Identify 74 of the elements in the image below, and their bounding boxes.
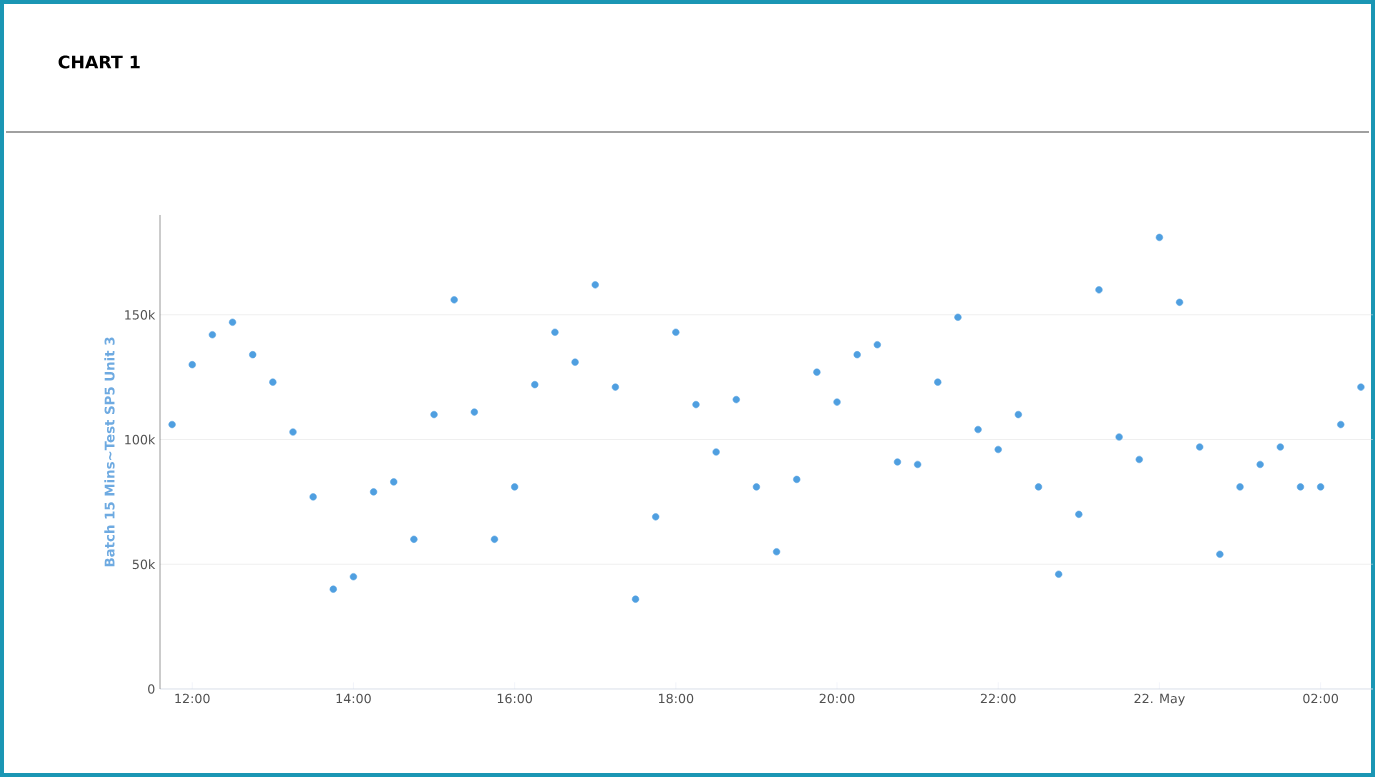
point	[1236, 483, 1244, 491]
point	[611, 383, 619, 391]
point	[188, 361, 196, 369]
y-tick-label: 50k	[132, 559, 156, 570]
point	[168, 420, 176, 429]
point	[1175, 298, 1184, 306]
point	[390, 478, 398, 486]
point	[652, 513, 660, 521]
point	[269, 378, 277, 386]
point	[712, 448, 720, 456]
point	[1075, 510, 1083, 518]
point	[954, 313, 962, 321]
point	[772, 548, 781, 556]
point	[309, 493, 317, 501]
point	[1014, 410, 1022, 419]
point	[914, 460, 922, 469]
point	[752, 483, 761, 491]
point	[833, 398, 841, 406]
point	[1155, 233, 1164, 242]
chart-title: CHART 1	[58, 55, 140, 69]
x-tick-label: 16:00	[497, 693, 533, 704]
point	[470, 408, 478, 416]
y-tick-label: 150k	[125, 309, 156, 320]
point	[873, 341, 881, 349]
point	[490, 535, 499, 543]
point	[369, 488, 378, 496]
point	[934, 378, 942, 386]
point	[1095, 286, 1103, 294]
point	[228, 318, 237, 326]
point	[1135, 455, 1143, 464]
point	[410, 535, 418, 543]
point	[994, 445, 1002, 454]
point	[450, 296, 458, 304]
point	[551, 328, 559, 336]
point	[631, 595, 640, 603]
point	[813, 368, 821, 376]
point	[974, 425, 982, 434]
point	[732, 395, 740, 404]
y-tick-label: 0	[148, 684, 155, 694]
point	[511, 483, 519, 491]
point	[893, 458, 902, 466]
x-tick-label: 18:00	[658, 693, 694, 704]
point	[329, 585, 337, 593]
x-tick-label: 22:00	[980, 693, 1016, 704]
point	[208, 331, 216, 339]
point	[692, 400, 700, 409]
x-tick-label: 20:00	[819, 693, 855, 704]
point	[1317, 483, 1325, 491]
point	[571, 358, 579, 366]
point	[1055, 570, 1063, 578]
point	[1296, 483, 1305, 491]
point	[1337, 420, 1345, 429]
point	[853, 351, 861, 359]
point	[591, 281, 599, 289]
point	[1357, 383, 1365, 391]
point	[531, 381, 539, 389]
x-tick-label: 22. May	[1134, 693, 1185, 706]
point	[1115, 433, 1123, 441]
point	[1216, 550, 1224, 558]
x-tick-label: 14:00	[336, 693, 371, 704]
x-tick-label: 12:00	[175, 693, 210, 704]
point	[289, 428, 297, 436]
point	[430, 410, 438, 419]
x-tick-label: 02:00	[1303, 693, 1339, 704]
point	[793, 475, 801, 484]
point	[1256, 460, 1264, 469]
point	[672, 328, 680, 336]
point	[349, 573, 358, 581]
point	[249, 351, 257, 359]
point	[1276, 443, 1284, 451]
y-axis-title: Batch 15 Mins~Test SP5 Unit 3	[104, 337, 115, 567]
point	[1196, 443, 1204, 451]
y-tick-label: 100k	[125, 434, 156, 445]
point	[1034, 483, 1043, 491]
